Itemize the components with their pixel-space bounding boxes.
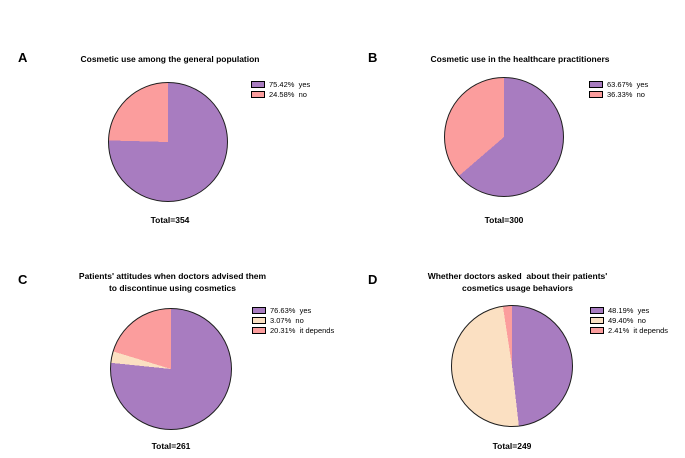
panel-title-d: Whether doctors asked about their patien…	[427, 271, 608, 293]
legend-label: 3.07% no	[270, 316, 304, 325]
legend-d: 48.19% yes 49.40% no 2.41% it depends	[590, 307, 668, 334]
legend-label: 2.41% it depends	[608, 326, 669, 335]
total-label-a: Total=354	[150, 215, 190, 225]
panel-title-a: Cosmetic use among the general populatio…	[80, 54, 260, 64]
legend-label: 48.19% yes	[608, 306, 650, 315]
legend-swatch	[590, 307, 604, 314]
panel-title-b: Cosmetic use in the healthcare practitio…	[430, 54, 610, 64]
panel-title-c: Patients' attitudes when doctors advised…	[78, 271, 267, 293]
legend-label: 36.33% no	[607, 90, 645, 99]
legend-row: 24.58% no	[251, 91, 310, 98]
legend-row: 76.63% yes	[252, 307, 334, 314]
panel-label-c: C	[18, 272, 28, 287]
panel-label-d: D	[368, 272, 378, 287]
pie-chart-b	[444, 77, 564, 197]
legend-row: 3.07% no	[252, 317, 334, 324]
legend-label: 76.63% yes	[270, 306, 312, 315]
legend-swatch	[252, 327, 266, 334]
legend-label: 49.40% no	[608, 316, 646, 325]
legend-a: 75.42% yes 24.58% no	[251, 81, 310, 98]
legend-row: 75.42% yes	[251, 81, 310, 88]
panel-label-b: B	[368, 50, 378, 65]
pie-chart-a	[108, 82, 228, 202]
legend-label: 75.42% yes	[269, 80, 311, 89]
legend-row: 36.33% no	[589, 91, 648, 98]
legend-swatch	[252, 307, 266, 314]
legend-swatch	[589, 91, 603, 98]
pie-chart-d	[451, 305, 573, 427]
panel-label-a: A	[18, 50, 28, 65]
total-label-c: Total=261	[151, 441, 191, 451]
legend-swatch	[252, 317, 266, 324]
legend-label: 20.31% it depends	[270, 326, 335, 335]
legend-label: 63.67% yes	[607, 80, 649, 89]
legend-swatch	[590, 317, 604, 324]
legend-swatch	[251, 81, 265, 88]
legend-swatch	[589, 81, 603, 88]
legend-swatch	[590, 327, 604, 334]
legend-label: 24.58% no	[269, 90, 307, 99]
legend-row: 63.67% yes	[589, 81, 648, 88]
legend-row: 49.40% no	[590, 317, 668, 324]
total-label-b: Total=300	[484, 215, 524, 225]
legend-swatch	[251, 91, 265, 98]
legend-row: 20.31% it depends	[252, 327, 334, 334]
legend-row: 2.41% it depends	[590, 327, 668, 334]
total-label-d: Total=249	[492, 441, 532, 451]
legend-b: 63.67% yes 36.33% no	[589, 81, 648, 98]
legend-row: 48.19% yes	[590, 307, 668, 314]
pie-chart-c	[110, 308, 232, 430]
legend-c: 76.63% yes 3.07% no 20.31% it depends	[252, 307, 334, 334]
